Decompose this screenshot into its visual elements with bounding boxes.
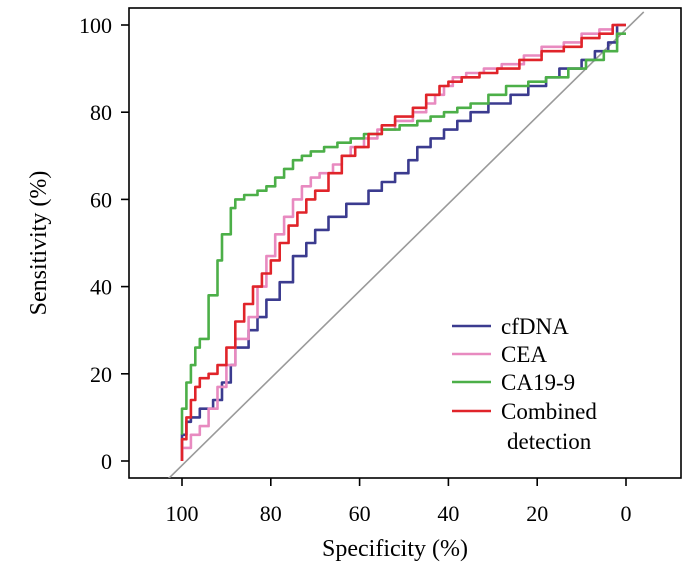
y-tick-label-100: 100 (79, 13, 112, 38)
y-tick-label-0: 0 (101, 449, 112, 474)
x-axis-title: Specificity (%) (322, 536, 468, 562)
x-tick-label-100: 100 (166, 501, 199, 526)
legend-label-cfdna: cfDNA (501, 314, 569, 339)
reference-diagonal-line (168, 11, 645, 478)
legend-label-combined: Combined (501, 399, 597, 424)
series-line-cfdna (180, 23, 626, 461)
x-axis: 100 80 60 40 20 0 (166, 478, 632, 526)
x-tick-label-40: 40 (437, 501, 459, 526)
x-tick-label-80: 80 (260, 501, 282, 526)
y-axis-title: Sensitivity (%) (26, 171, 52, 316)
series-line-combined-detection (180, 23, 626, 461)
series-line-ca19-9 (180, 32, 626, 435)
x-tick-label-60: 60 (349, 501, 371, 526)
legend-label-ca19-9: CA19-9 (501, 370, 575, 395)
x-tick-label-0: 0 (621, 501, 632, 526)
y-tick-label-20: 20 (90, 362, 112, 387)
y-axis: 0 20 40 60 80 100 (79, 13, 129, 474)
y-tick-label-40: 40 (90, 275, 112, 300)
plot-content (168, 11, 645, 478)
x-tick-label-20: 20 (526, 501, 548, 526)
legend-label-cea: CEA (501, 342, 547, 367)
legend: cfDNA CEA CA19-9 Combined detection (452, 314, 597, 454)
legend-label-combined-line2: detection (507, 429, 592, 454)
y-tick-label-60: 60 (90, 187, 112, 212)
y-tick-label-80: 80 (90, 100, 112, 125)
